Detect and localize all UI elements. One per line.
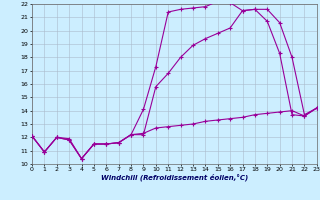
X-axis label: Windchill (Refroidissement éolien,°C): Windchill (Refroidissement éolien,°C) <box>101 174 248 181</box>
